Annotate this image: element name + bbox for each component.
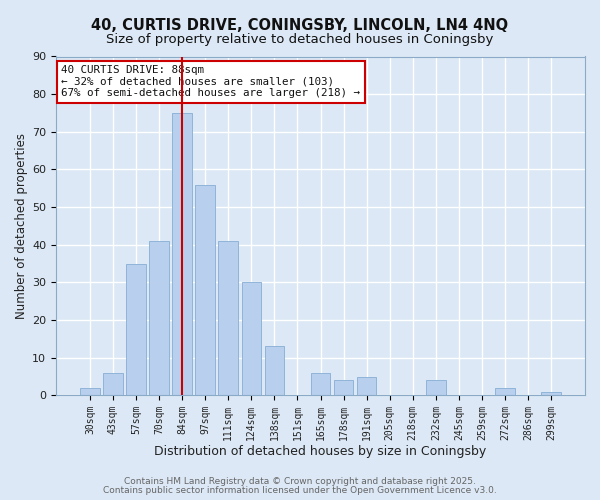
Bar	[426, 380, 446, 396]
Bar	[242, 282, 261, 396]
X-axis label: Distribution of detached houses by size in Coningsby: Distribution of detached houses by size …	[154, 444, 487, 458]
Text: Contains public sector information licensed under the Open Government Licence v3: Contains public sector information licen…	[103, 486, 497, 495]
Y-axis label: Number of detached properties: Number of detached properties	[15, 133, 28, 319]
Bar	[357, 376, 376, 396]
Text: Contains HM Land Registry data © Crown copyright and database right 2025.: Contains HM Land Registry data © Crown c…	[124, 477, 476, 486]
Bar	[126, 264, 146, 396]
Bar	[265, 346, 284, 396]
Bar	[80, 388, 100, 396]
Bar	[196, 184, 215, 396]
Text: 40 CURTIS DRIVE: 88sqm
← 32% of detached houses are smaller (103)
67% of semi-de: 40 CURTIS DRIVE: 88sqm ← 32% of detached…	[61, 65, 361, 98]
Bar	[218, 241, 238, 396]
Text: Size of property relative to detached houses in Coningsby: Size of property relative to detached ho…	[106, 32, 494, 46]
Bar	[495, 388, 515, 396]
Bar	[103, 373, 123, 396]
Bar	[541, 392, 561, 396]
Bar	[149, 241, 169, 396]
Bar	[311, 373, 331, 396]
Bar	[334, 380, 353, 396]
Text: 40, CURTIS DRIVE, CONINGSBY, LINCOLN, LN4 4NQ: 40, CURTIS DRIVE, CONINGSBY, LINCOLN, LN…	[91, 18, 509, 32]
Bar	[172, 113, 192, 396]
